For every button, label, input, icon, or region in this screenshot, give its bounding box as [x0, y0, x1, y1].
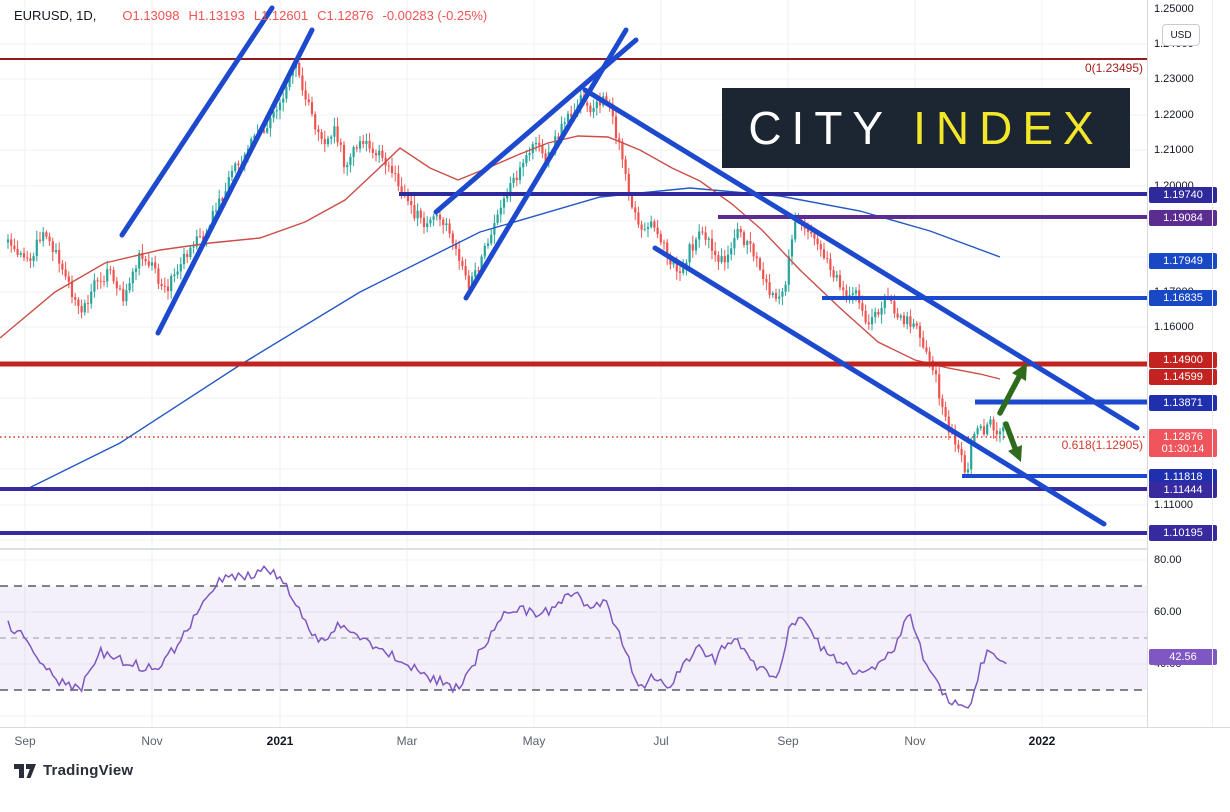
price-axis-label: 1.21000 — [1154, 144, 1194, 156]
down-arrow-head — [1008, 445, 1022, 462]
city-index-logo: CITY INDEX — [722, 88, 1130, 168]
chart-canvas[interactable]: 0(1.23495) 0.618(1.12905) — [0, 0, 1147, 727]
up-arrow-shaft — [997, 374, 1022, 416]
symbol-title: EURUSD, 1D, — [14, 8, 97, 23]
price-level-badge: 1.11818 — [1149, 469, 1217, 485]
slow-ma-line — [24, 187, 1001, 491]
axis-edge-divider — [1212, 0, 1213, 727]
price-level-badge: 1.14599 — [1149, 369, 1217, 385]
price-axis-label: 1.23000 — [1154, 73, 1194, 85]
time-axis-label: Jul — [653, 734, 669, 748]
tradingview-logo-link[interactable]: TradingView — [14, 762, 133, 779]
price-level-badge: 1.10195 — [1149, 525, 1217, 541]
price-level-badge: 1.11444 — [1149, 482, 1217, 498]
chart-legend: EURUSD, 1D, O1.13098 H1.13193 L1.12601 C1.12… — [14, 8, 496, 23]
trendlines — [119, 5, 1140, 527]
up-arrow-head — [1012, 363, 1027, 381]
price-axis-label: 1.11000 — [1154, 499, 1193, 511]
time-axis-label: 2022 — [1028, 734, 1056, 748]
time-axis-label: Nov — [141, 734, 163, 748]
price-level-badge: 1.16835 — [1149, 290, 1217, 306]
price-axis-label: 1.25000 — [1154, 3, 1194, 15]
fib-label: 0.618(1.12905) — [1062, 438, 1143, 452]
ohlc-close: C1.12876 — [317, 8, 374, 23]
time-axis-label: Nov — [904, 734, 926, 748]
tradingview-logo-text: TradingView — [43, 762, 134, 779]
time-axis-label: Mar — [396, 734, 418, 748]
time-axis-label: Sep — [777, 734, 799, 748]
currency-toggle-button[interactable]: USD — [1162, 24, 1200, 46]
rsi-line — [7, 564, 1007, 709]
price-axis-label: 1.16000 — [1154, 321, 1194, 333]
tradingview-icon — [14, 763, 36, 778]
price-axis-label: 80.00 — [1154, 554, 1182, 566]
price-axis-label: 60.00 — [1154, 606, 1182, 618]
ohlc-high: H1.13193 — [188, 8, 245, 23]
price-level-badge: 1.17949 — [1149, 253, 1217, 269]
price-axis[interactable]: USD 1.250001.240001.230001.220001.210001… — [1147, 0, 1230, 727]
ohlc-change: -0.00283 (-0.25%) — [382, 8, 488, 23]
price-level-badge: 1.19084 — [1149, 210, 1217, 226]
fast-ma-line — [0, 135, 1001, 380]
price-level-badge: 1.19740 — [1149, 187, 1217, 203]
time-axis-label: 2021 — [266, 734, 294, 748]
ohlc-open: O1.13098 — [122, 8, 180, 23]
price-level-badge: 1.13871 — [1149, 395, 1217, 411]
city-index-logo-city: CITY — [748, 102, 894, 154]
ohlc-low: L1.12601 — [253, 8, 309, 23]
time-axis-label: May — [522, 734, 546, 748]
bar-countdown: 01:30:14 — [1161, 443, 1205, 455]
rsi-band — [0, 585, 1147, 691]
current-price-badge: 1.12876 01:30:14 — [1149, 429, 1217, 457]
gridlines — [0, 0, 1147, 727]
footer-strip: TradingView — [0, 756, 1230, 812]
fib-label: 0(1.23495) — [1085, 61, 1143, 75]
down-arrow-shaft — [1003, 421, 1018, 451]
time-axis-label: Sep — [14, 734, 36, 748]
annotation-arrows — [997, 363, 1027, 462]
price-level-badge: 42.56 — [1149, 649, 1217, 665]
price-axis-label: 1.22000 — [1154, 109, 1194, 121]
time-axis[interactable]: Sep Nov 2021 Mar May Jul Sep Nov 2022 — [0, 727, 1230, 757]
city-index-logo-index: INDEX — [913, 102, 1104, 154]
price-level-badge: 1.14900 — [1149, 352, 1217, 368]
